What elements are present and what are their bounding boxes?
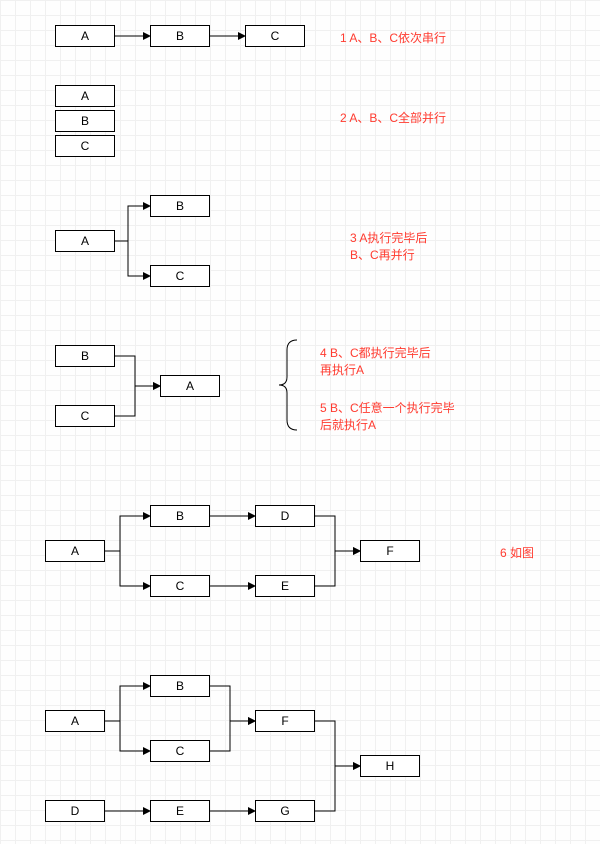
node-d6F: F bbox=[360, 540, 420, 562]
caption-d3: 3 A执行完毕后 B、C再并行 bbox=[350, 230, 427, 264]
node-d3A: A bbox=[55, 230, 115, 252]
edge-d3A-d3B bbox=[115, 206, 150, 241]
brace-d4 bbox=[279, 340, 297, 430]
node-d2B: B bbox=[55, 110, 115, 132]
node-d2A: A bbox=[55, 85, 115, 107]
node-d7E: E bbox=[150, 800, 210, 822]
edge-d3A-d3C bbox=[115, 241, 150, 276]
edge-d4B-d4A bbox=[115, 356, 160, 386]
edge-d6E-d6F bbox=[315, 551, 360, 586]
node-d6E: E bbox=[255, 575, 315, 597]
node-d4B: B bbox=[55, 345, 115, 367]
caption-d2: 2 A、B、C全部并行 bbox=[340, 110, 446, 127]
caption-d5: 5 B、C任意一个执行完毕 后就执行A bbox=[320, 400, 455, 434]
edge-d4C-d4A bbox=[115, 386, 160, 416]
edge-d7A-d7C bbox=[105, 721, 150, 751]
node-d6B: B bbox=[150, 505, 210, 527]
edge-d7A-d7B bbox=[105, 686, 150, 721]
node-d7F: F bbox=[255, 710, 315, 732]
node-d7B: B bbox=[150, 675, 210, 697]
edge-d7F-d7H bbox=[315, 721, 360, 766]
node-d7G: G bbox=[255, 800, 315, 822]
node-d6C: C bbox=[150, 575, 210, 597]
node-d3B: B bbox=[150, 195, 210, 217]
caption-d4: 4 B、C都执行完毕后 再执行A bbox=[320, 345, 431, 379]
node-d4A: A bbox=[160, 375, 220, 397]
caption-d6: 6 如图 bbox=[500, 545, 534, 562]
node-d6A: A bbox=[45, 540, 105, 562]
edge-d7C-d7F bbox=[210, 721, 255, 751]
caption-d1: 1 A、B、C依次串行 bbox=[340, 30, 446, 47]
edge-d6D-d6F bbox=[315, 516, 360, 551]
node-d1B: B bbox=[150, 25, 210, 47]
node-d3C: C bbox=[150, 265, 210, 287]
edge-d7B-d7F bbox=[210, 686, 255, 721]
node-d7C: C bbox=[150, 740, 210, 762]
node-d1C: C bbox=[245, 25, 305, 47]
edge-d7G-d7H bbox=[315, 766, 360, 811]
node-d4C: C bbox=[55, 405, 115, 427]
node-d6D: D bbox=[255, 505, 315, 527]
node-d7A: A bbox=[45, 710, 105, 732]
edge-d6A-d6B bbox=[105, 516, 150, 551]
node-d2C: C bbox=[55, 135, 115, 157]
node-d1A: A bbox=[55, 25, 115, 47]
node-d7D: D bbox=[45, 800, 105, 822]
node-d7H: H bbox=[360, 755, 420, 777]
edge-d6A-d6C bbox=[105, 551, 150, 586]
